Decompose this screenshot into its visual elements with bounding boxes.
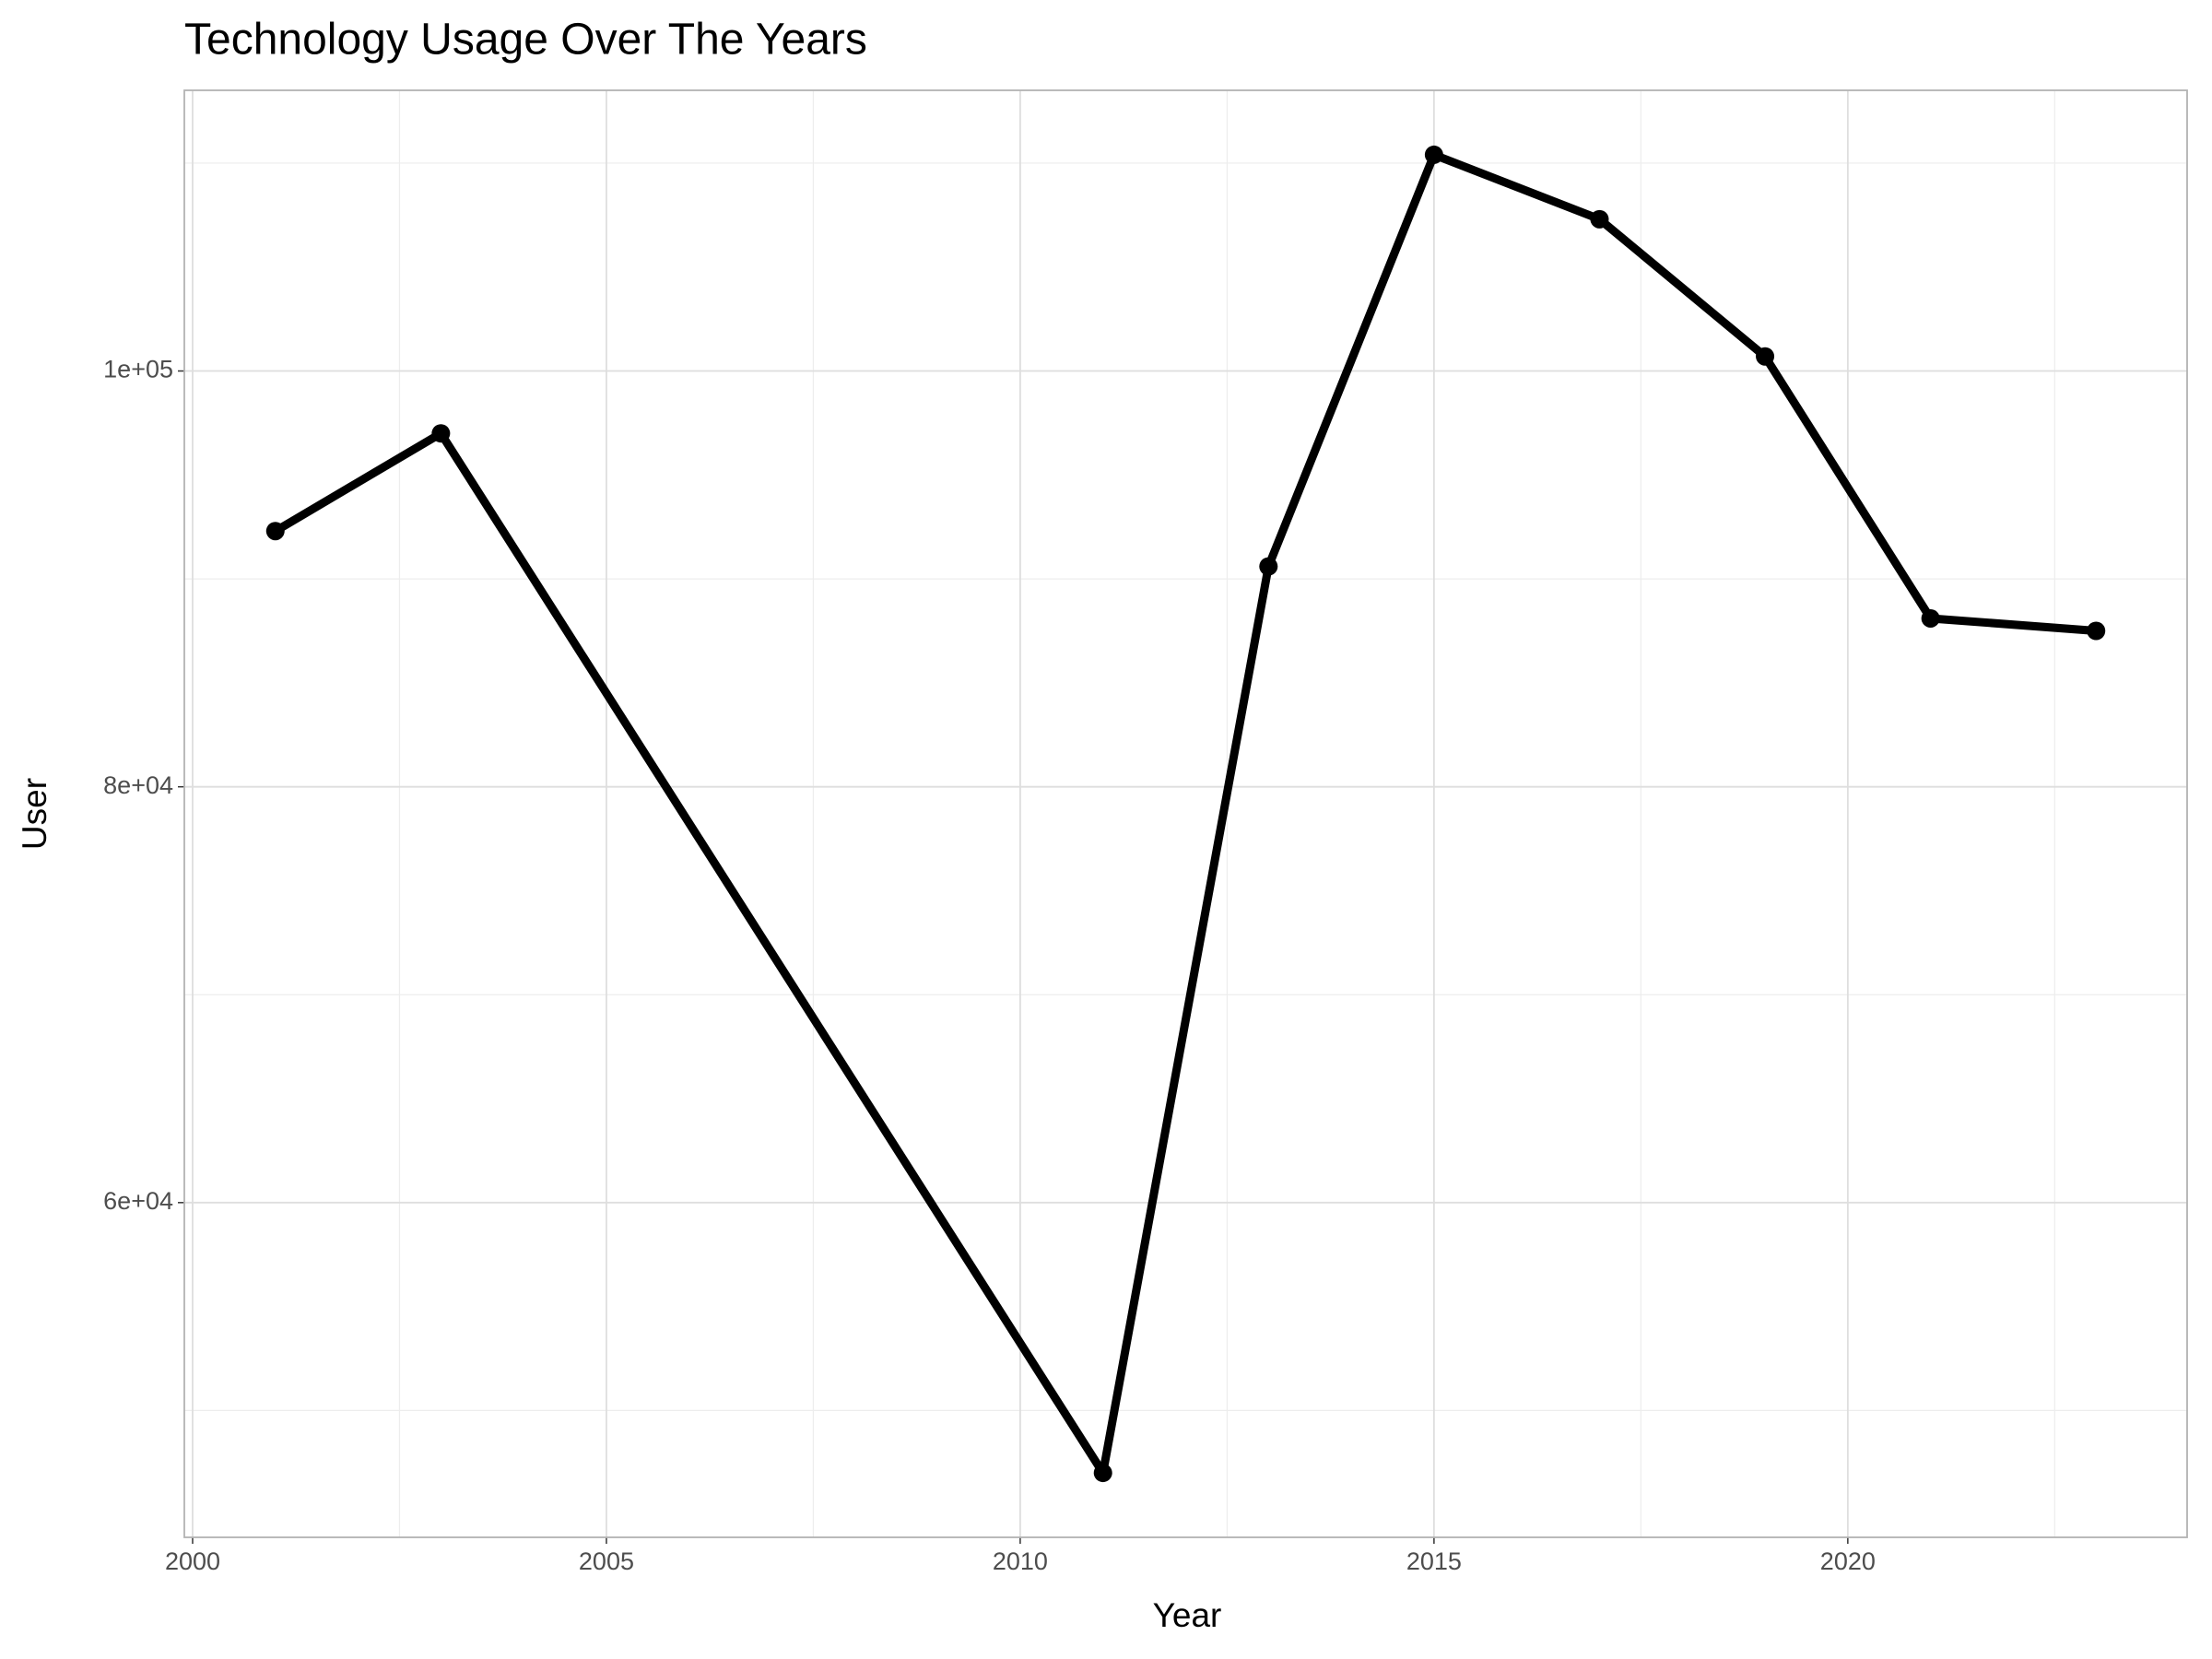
data-point (1093, 1464, 1112, 1483)
data-point (1424, 145, 1443, 164)
data-point (265, 522, 285, 541)
data-line (273, 150, 2097, 1477)
x-tick-label: 2010 (993, 1547, 1048, 1575)
x-tick-label: 2015 (1406, 1547, 1462, 1575)
chart-title: Technology Usage Over The Years (184, 16, 867, 65)
data-point (1259, 557, 1278, 576)
x-tick-label: 2000 (165, 1547, 220, 1575)
y-axis-title: User (16, 778, 53, 850)
data-point (1921, 608, 1940, 628)
x-axis-title: Year (1153, 1596, 1222, 1634)
data-point (431, 424, 451, 443)
y-tick-label: 8e+04 (103, 771, 173, 799)
x-tick-label: 2005 (579, 1547, 634, 1575)
y-tick-label: 1e+05 (103, 356, 173, 383)
data-point (1756, 347, 1775, 366)
data-point (2087, 621, 2106, 641)
y-tick-label: 6e+04 (103, 1187, 173, 1215)
x-tick-label: 2020 (1820, 1547, 1876, 1575)
data-point (1590, 209, 1609, 229)
plot-border (183, 89, 2188, 1538)
